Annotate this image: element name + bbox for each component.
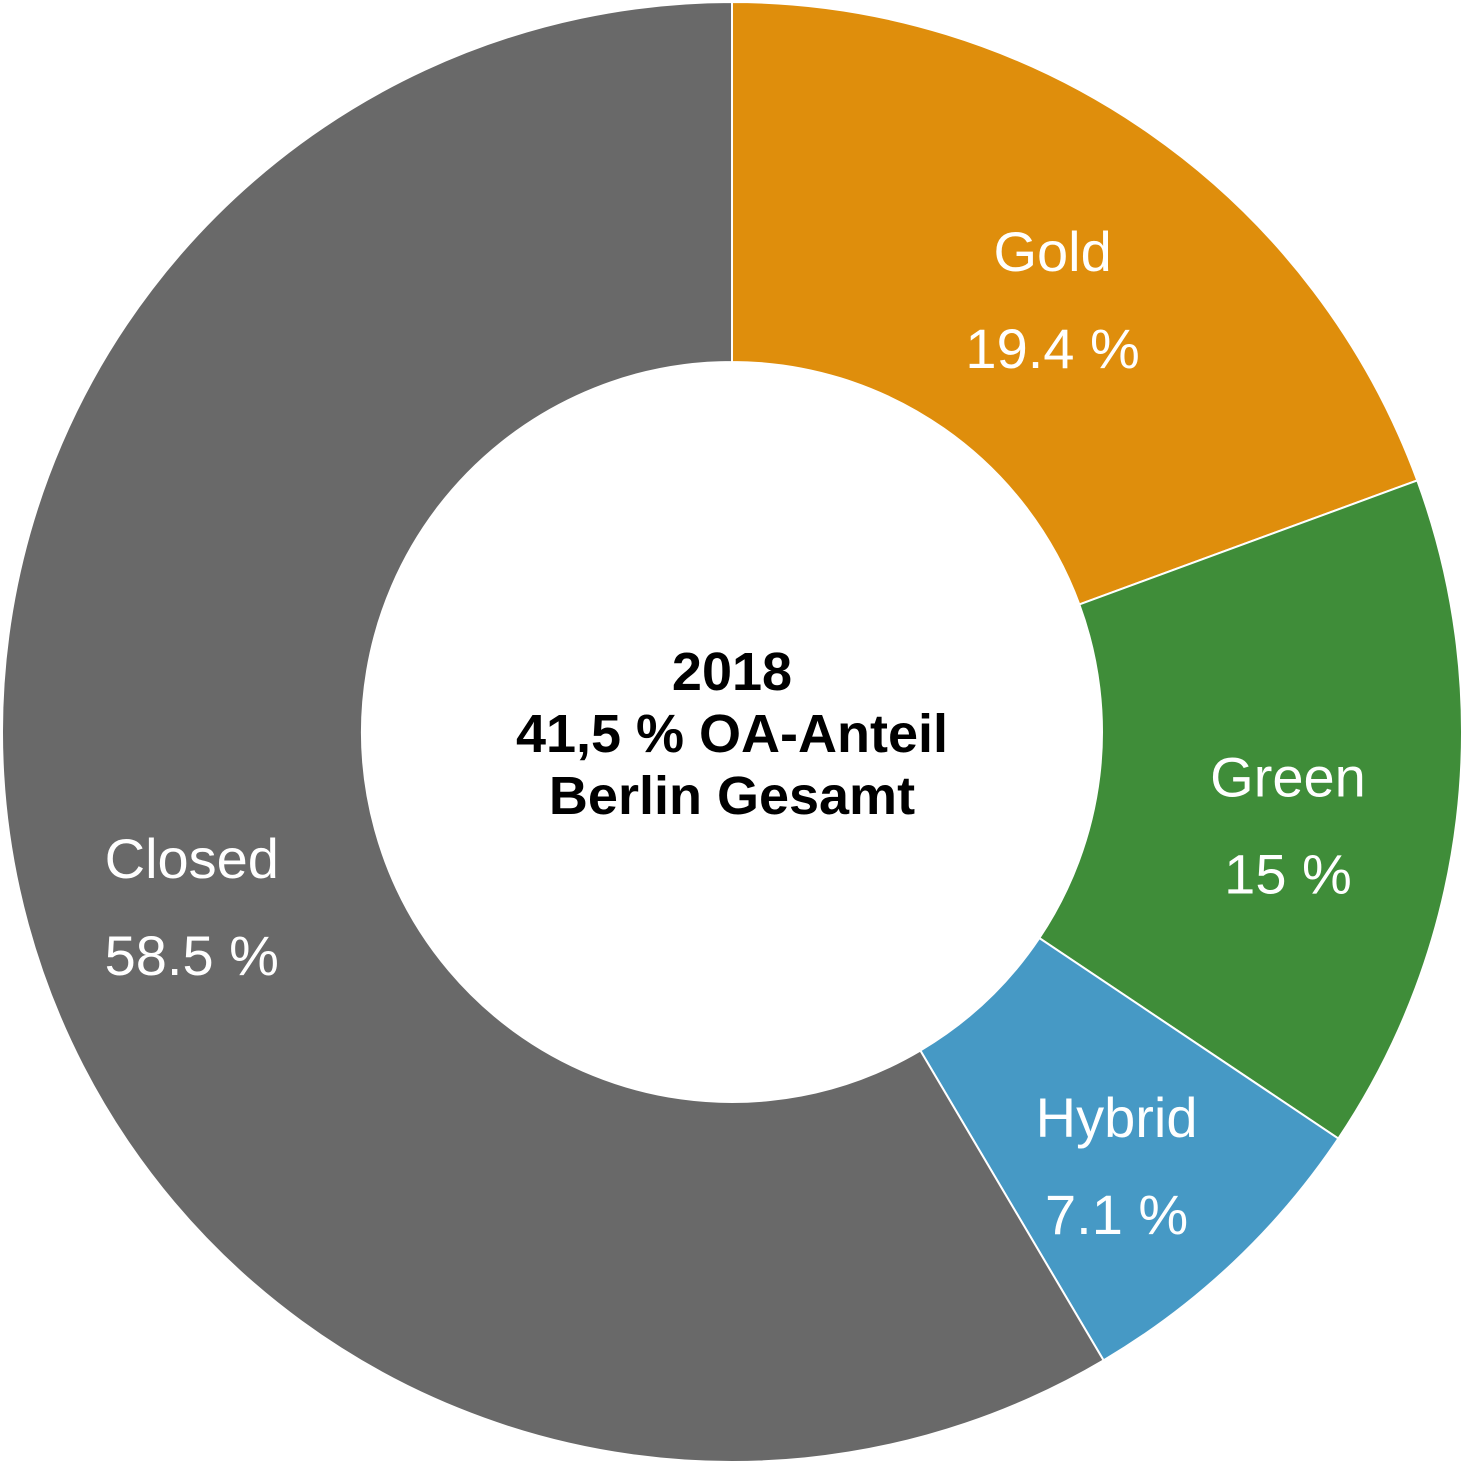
slice-value-gold: 19.4 % [965, 317, 1139, 380]
center-label: 2018 41,5 % OA-Anteil Berlin Gesamt [516, 642, 948, 826]
slice-value-closed: 58.5 % [105, 924, 279, 987]
slice-name-gold: Gold [993, 220, 1111, 283]
slice-green [1037, 479, 1463, 1140]
slice-value-hybrid: 7.1 % [1045, 1183, 1188, 1246]
slice-name-closed: Closed [105, 827, 279, 890]
slice-name-hybrid: Hybrid [1036, 1086, 1198, 1149]
center-title-oa-share: 41,5 % OA-Anteil [516, 704, 948, 764]
slice-gold [731, 0, 1419, 606]
center-title-year: 2018 [672, 642, 792, 702]
slice-value-green: 15 % [1224, 843, 1352, 906]
slice-closed [1, 0, 1105, 1463]
slice-labels: Gold 19.4 % Green 15 % Hybrid 7.1 % Closed 58.5… [105, 220, 1366, 1246]
center-title-scope: Berlin Gesamt [549, 766, 915, 826]
slice-name-green: Green [1210, 746, 1366, 809]
